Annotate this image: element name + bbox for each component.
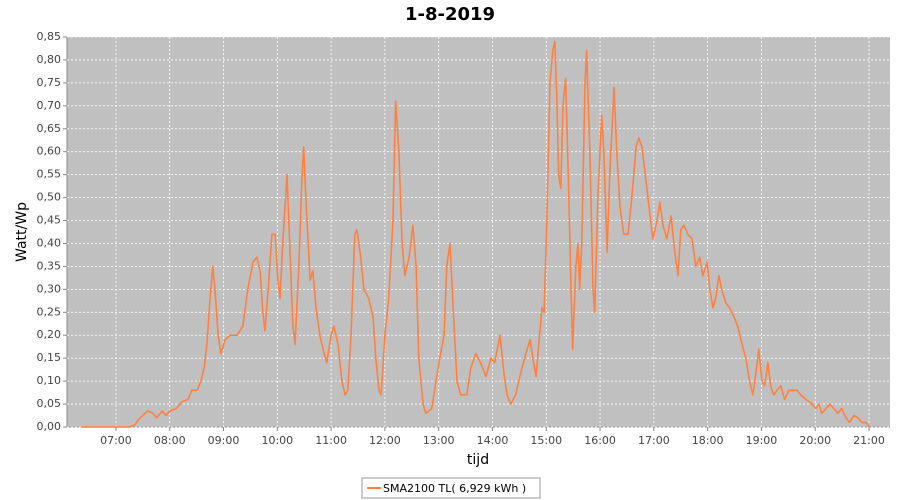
legend — [361, 477, 541, 499]
y-tick-label: 0,05 — [37, 397, 62, 410]
y-tick-label: 0,00 — [37, 420, 62, 433]
y-tick-label: 0,75 — [37, 76, 62, 89]
x-tick-label: 07:00 — [100, 434, 132, 447]
y-tick-label: 0,70 — [37, 99, 62, 112]
y-tick-label: 0,45 — [37, 214, 62, 227]
x-tick-label: 08:00 — [154, 434, 186, 447]
x-tick-label: 21:00 — [853, 434, 885, 447]
y-tick-label: 0,40 — [37, 236, 62, 249]
x-tick-label: 12:00 — [369, 434, 401, 447]
y-tick-label: 0,60 — [37, 145, 62, 158]
x-tick-label: 18:00 — [692, 434, 724, 447]
x-tick-label: 11:00 — [315, 434, 347, 447]
y-tick-label: 0,35 — [37, 259, 62, 272]
y-tick-label: 0,20 — [37, 328, 62, 341]
y-tick-label: 0,50 — [37, 191, 62, 204]
data-line — [82, 40, 871, 428]
x-tick-label: 09:00 — [208, 434, 240, 447]
chart-title: 1-8-2019 — [405, 4, 495, 25]
x-tick-label: 13:00 — [423, 434, 455, 447]
y-tick-label: 0,55 — [37, 168, 62, 181]
x-tick-label: 15:00 — [530, 434, 562, 447]
y-tick-label: 0,65 — [37, 122, 62, 135]
y-tick-label: 0,30 — [37, 282, 62, 295]
x-tick-label: 19:00 — [746, 434, 778, 447]
x-tick-label: 14:00 — [477, 434, 509, 447]
x-tick-label: 10:00 — [261, 434, 293, 447]
y-tick-label: 0,25 — [37, 305, 62, 318]
y-tick-label: 0,10 — [37, 374, 62, 387]
y-axis-label: Watt/Wp — [14, 202, 30, 262]
x-axis-label: tijd — [467, 452, 489, 468]
legend-label: SMA2100 TL( 6,929 kWh ) — [383, 482, 526, 495]
x-tick-label: 20:00 — [799, 434, 831, 447]
x-tick-label: 17:00 — [638, 434, 670, 447]
x-tick-label: 16:00 — [584, 434, 616, 447]
y-tick-label: 0,85 — [37, 30, 62, 43]
y-tick-label: 0,80 — [37, 53, 62, 66]
y-tick-label: 0,15 — [37, 351, 62, 364]
